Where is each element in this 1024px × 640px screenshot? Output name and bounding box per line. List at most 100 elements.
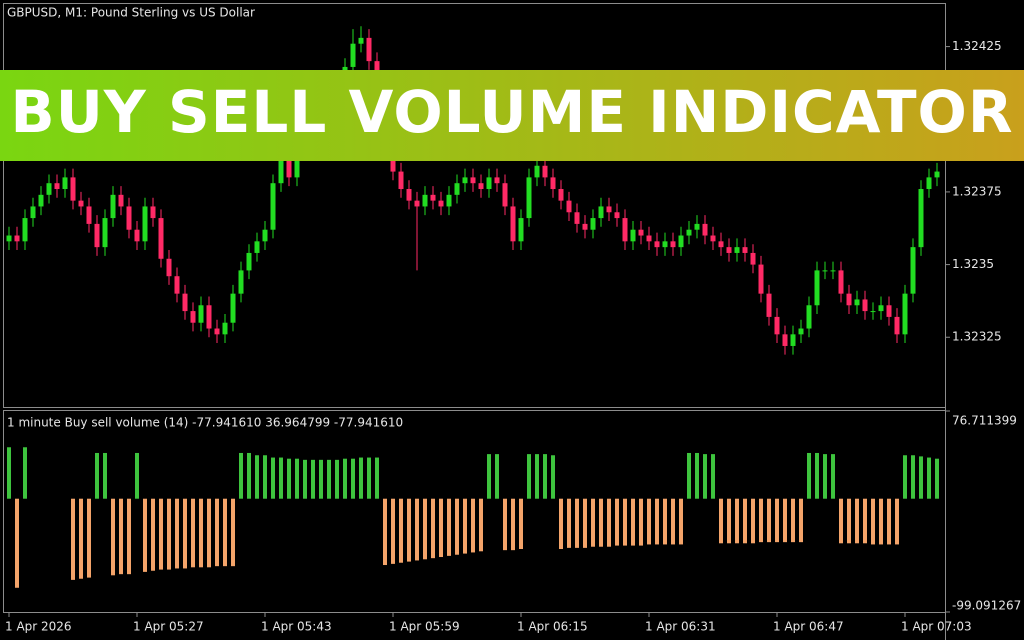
- candle-body: [902, 293, 908, 335]
- candle-body: [774, 316, 780, 335]
- candle-body: [662, 241, 668, 248]
- volume-bar: [279, 457, 283, 499]
- candle-body: [30, 206, 36, 219]
- banner-text: BUY SELL VOLUME INDICATOR: [10, 78, 1013, 146]
- volume-bar: [583, 498, 587, 548]
- candle-body: [894, 316, 900, 335]
- candle-body: [150, 206, 156, 219]
- candle-body: [766, 293, 772, 317]
- volume-bar: [407, 498, 411, 562]
- volume-bar: [863, 498, 867, 544]
- candle-body: [622, 218, 628, 242]
- y-tick-label: 1.32425: [952, 39, 1002, 53]
- volume-bar: [495, 454, 499, 499]
- volume-bar: [887, 498, 891, 545]
- volume-bar: [383, 498, 387, 566]
- volume-bar: [895, 498, 899, 545]
- candle-body: [246, 252, 252, 271]
- candle-body: [734, 247, 740, 253]
- volume-bar: [271, 457, 275, 499]
- volume-bar: [807, 452, 811, 499]
- volume-bar: [199, 498, 203, 568]
- volume-bar: [471, 498, 475, 553]
- candle-body: [710, 235, 716, 242]
- volume-bar: [647, 498, 651, 545]
- banner-background: [0, 70, 1024, 161]
- volume-bar: [927, 457, 931, 499]
- volume-bar: [855, 498, 859, 544]
- candle-body: [222, 322, 228, 335]
- candle-body: [702, 223, 708, 236]
- volume-bar: [311, 459, 315, 499]
- volume-bar: [551, 455, 555, 499]
- candle-body: [550, 177, 556, 190]
- volume-bar: [815, 452, 819, 499]
- candle-body: [22, 218, 28, 242]
- candle-body: [94, 223, 100, 248]
- candle-body: [38, 194, 44, 207]
- candle-body: [46, 183, 52, 195]
- x-tick-label: 1 Apr 06:15: [517, 620, 588, 634]
- volume-bar: [351, 458, 355, 499]
- volume-bar: [631, 498, 635, 546]
- volume-bar: [639, 498, 643, 546]
- candle-body: [414, 200, 420, 207]
- volume-bar: [231, 498, 235, 567]
- volume-bar: [127, 498, 131, 575]
- candle-body: [198, 305, 204, 323]
- candle-body: [366, 37, 372, 62]
- volume-bar: [455, 498, 459, 555]
- candle-body: [846, 293, 852, 306]
- volume-bar: [591, 498, 595, 547]
- volume-bar: [663, 498, 667, 545]
- volume-bar: [391, 498, 395, 564]
- volume-bar: [775, 498, 779, 543]
- candle-body: [694, 223, 700, 230]
- candle-body: [102, 218, 108, 248]
- candle-body: [494, 177, 500, 184]
- candle-body: [790, 334, 796, 346]
- indicator-title: 1 minute Buy sell volume (14) -77.941610…: [7, 416, 403, 430]
- volume-bar: [831, 454, 835, 499]
- candle-body: [278, 159, 284, 184]
- banner: BUY SELL VOLUME INDICATOR: [0, 70, 1024, 161]
- chart-title: GBPUSD, M1: Pound Sterling vs US Dollar: [7, 6, 255, 20]
- plots: 1.32325 1.3235 1.32375 1.32425 1 Apr 2026 1 A…: [5, 26, 1021, 634]
- candle-body: [358, 37, 364, 44]
- volume-bar: [527, 454, 531, 499]
- candle-body: [406, 189, 412, 201]
- volume-bar: [871, 498, 875, 545]
- candle-body: [486, 177, 492, 190]
- volume-bar: [711, 454, 715, 499]
- candle-body: [438, 200, 444, 207]
- volume-bar: [143, 498, 147, 572]
- candle-body: [742, 247, 748, 253]
- candle-body: [462, 177, 468, 184]
- volume-bar: [215, 498, 219, 567]
- candle-body: [590, 218, 596, 230]
- candle-body: [54, 183, 60, 190]
- candle-body: [6, 235, 12, 242]
- volume-bar: [15, 498, 19, 588]
- volume-bar: [359, 457, 363, 499]
- volume-bar: [95, 452, 99, 499]
- volume-bar: [743, 498, 747, 544]
- volume-bar: [767, 498, 771, 543]
- volume-bar: [343, 458, 347, 499]
- x-tick-label: 1 Apr 05:59: [389, 620, 460, 634]
- candle-body: [214, 328, 220, 335]
- candle-body: [806, 305, 812, 329]
- volume-bar: [367, 457, 371, 499]
- volume-bar: [599, 498, 603, 547]
- x-tick-label: 1 Apr 2026: [5, 620, 72, 634]
- volume-bar: [719, 498, 723, 544]
- candle-body: [726, 247, 732, 253]
- candle-body: [886, 305, 892, 317]
- x-tick-label: 1 Apr 07:03: [901, 620, 972, 634]
- volume-bar: [879, 498, 883, 545]
- volume-bar: [255, 455, 259, 499]
- y-tick-label: 76.711399: [952, 414, 1017, 428]
- volume-bar: [23, 447, 27, 499]
- volume-bar: [295, 458, 299, 499]
- candle-body: [518, 218, 524, 242]
